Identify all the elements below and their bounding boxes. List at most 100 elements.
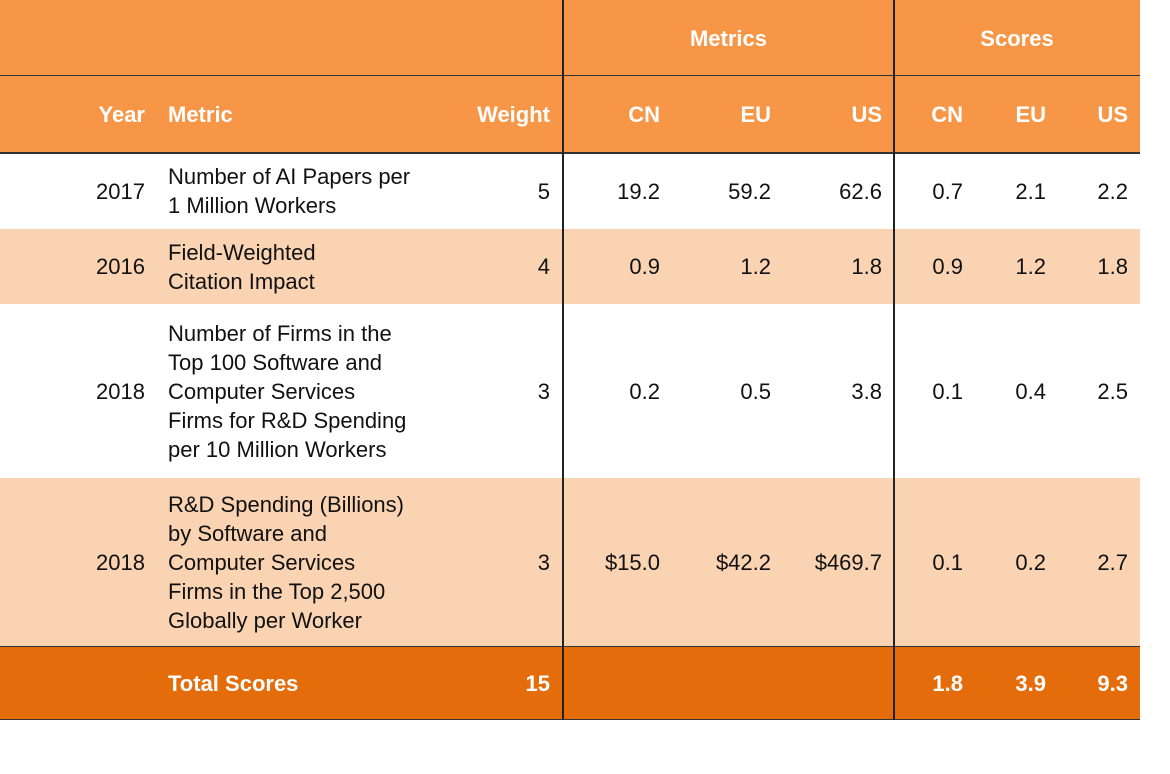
total-band: [0, 647, 1140, 720]
cell-text: 2018: [96, 550, 145, 575]
table-cell: 0.7: [900, 153, 963, 229]
table-cell: 2.1: [980, 153, 1046, 229]
total-score-text: 9.3: [1097, 671, 1128, 696]
total-score: 1.8: [900, 647, 963, 720]
group-header-text: Scores: [980, 25, 1054, 51]
table-cell: Number of Firms in the Top 100 Software a…: [168, 304, 468, 478]
column-header-text: EU: [740, 102, 771, 127]
metric-line: Number of Firms in the: [168, 320, 392, 346]
cell-text: 0.9: [629, 254, 660, 279]
cell-text: 1.8: [851, 254, 882, 279]
table-cell: 3: [440, 478, 550, 647]
metric-line: Citation Impact: [168, 268, 315, 294]
total-score-text: 1.8: [932, 671, 963, 696]
cell-text: 3: [537, 378, 550, 404]
group-header-text: Metrics: [689, 25, 768, 51]
table-cell: 59.2: [680, 153, 771, 229]
row-band: [0, 153, 1140, 229]
table-cell: 0.1: [900, 304, 963, 478]
table-cell: 3: [440, 304, 550, 478]
table-cell: Field-Weighted Citation Impact: [168, 229, 468, 304]
metric-text: Field-Weighted Citation Impact: [168, 238, 316, 296]
table-cell: 3.8: [780, 304, 882, 478]
column-header-text: Weight: [477, 102, 550, 127]
table-cell: Number of AI Papers per 1 Million Workers: [168, 153, 468, 229]
divider: [0, 719, 1140, 720]
table-cell: 2016: [40, 229, 145, 304]
metric-line: Firms for R&D Spending: [168, 407, 407, 433]
column-header: Weight: [440, 76, 550, 153]
table-cell: 5: [440, 153, 550, 229]
metric-text: Number of AI Papers per 1 Million Workers: [168, 162, 410, 220]
cell-text: 2.1: [1015, 178, 1046, 204]
column-header-text: Metric: [168, 102, 233, 127]
cell-text: 0.1: [932, 550, 963, 575]
metric-line: Firms in the Top 2,500: [168, 579, 386, 604]
table-cell: 2018: [40, 478, 145, 647]
table-cell: 19.2: [570, 153, 660, 229]
column-header: US: [1060, 76, 1128, 153]
column-header: US: [780, 76, 882, 153]
column-header-text: CN: [931, 102, 963, 127]
row-band: [0, 478, 1140, 647]
table-cell: 2.7: [1060, 478, 1128, 647]
total-weight: 15: [440, 647, 550, 720]
column-header-text: US: [851, 102, 882, 127]
cell-text: 5: [537, 178, 550, 204]
cell-text: 0.4: [1015, 378, 1046, 404]
table-cell: 4: [440, 229, 550, 304]
column-header: CN: [570, 76, 660, 153]
metric-text: R&D Spending (Billions) by Software and Co…: [168, 490, 404, 635]
cell-text: $15.0: [604, 550, 660, 575]
column-header-text: US: [1097, 102, 1128, 127]
cell-text: 1.2: [1015, 254, 1046, 279]
table-cell: 0.9: [900, 229, 963, 304]
table-cell: $469.7: [780, 478, 882, 647]
metric-line: 1 Million Workers: [168, 193, 337, 218]
cell-text: 3.8: [851, 378, 882, 404]
cell-text: 3: [537, 550, 550, 575]
cell-text: 2.2: [1097, 178, 1128, 204]
total-score: 9.3: [1060, 647, 1128, 720]
column-header: Year: [40, 76, 146, 153]
metric-line: Top 100 Software and: [168, 349, 383, 375]
total-score: 3.9: [980, 647, 1046, 720]
cell-text: 4: [537, 254, 550, 279]
table-cell: 62.6: [780, 153, 882, 229]
table-cell: 1.8: [1060, 229, 1128, 304]
cell-text: 0.2: [1015, 550, 1046, 575]
column-header: Metric: [168, 76, 468, 153]
table-cell: $15.0: [570, 478, 660, 647]
divider: [0, 646, 1140, 647]
column-header-text: CN: [628, 102, 660, 127]
cell-text: 0.2: [629, 378, 660, 404]
table-cell: 2.5: [1060, 304, 1128, 478]
table-cell: 2.2: [1060, 153, 1128, 229]
divider: [0, 152, 1140, 154]
divider: [0, 75, 1140, 76]
table-cell: 0.4: [980, 304, 1046, 478]
column-divider: [562, 0, 564, 720]
cell-text: 2.5: [1097, 378, 1128, 404]
total-weight-text: 15: [525, 671, 550, 696]
metric-line: R&D Spending (Billions): [168, 492, 404, 517]
table-cell: 0.2: [980, 478, 1046, 647]
column-header-text: EU: [1015, 102, 1046, 127]
table-cell: 1.2: [980, 229, 1046, 304]
table-cell: R&D Spending (Billions) by Software and Co…: [168, 478, 468, 647]
total-label-text: Total Scores: [168, 671, 299, 696]
header-band: [0, 0, 1140, 153]
group-header: Scores: [894, 0, 1140, 76]
group-header: Metrics: [563, 0, 894, 76]
table-cell: 1.2: [680, 229, 771, 304]
cell-text: 0.5: [740, 378, 771, 404]
cell-text: 0.1: [932, 378, 963, 404]
cell-text: 1.2: [740, 254, 771, 279]
metric-line: Number of AI Papers per: [168, 164, 411, 189]
total-label: Total Scores: [168, 647, 468, 720]
metric-line: Computer Services: [168, 378, 356, 404]
cell-text: 62.6: [839, 178, 882, 204]
cell-text: 19.2: [617, 178, 660, 204]
table-cell: 1.8: [780, 229, 882, 304]
